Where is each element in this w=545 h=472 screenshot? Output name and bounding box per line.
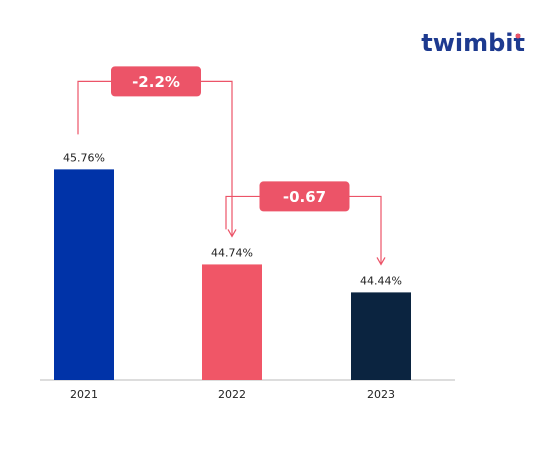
annotation-label: -2.2% xyxy=(132,73,180,91)
annotation-box xyxy=(259,181,350,212)
logo-dot xyxy=(515,33,521,39)
bar xyxy=(202,264,262,380)
x-tick-label: 2021 xyxy=(70,388,98,401)
annotation-box xyxy=(111,66,201,97)
value-label: 44.74% xyxy=(211,246,253,259)
annotation-label: -0.67 xyxy=(283,188,326,206)
bar xyxy=(351,292,411,380)
logo: twimbit xyxy=(421,29,525,57)
value-label: 44.44% xyxy=(360,274,402,287)
arrow-head xyxy=(376,257,386,266)
value-label: 45.76% xyxy=(63,151,105,164)
bar xyxy=(54,169,114,380)
arrow-head xyxy=(227,229,237,238)
x-tick-label: 2023 xyxy=(367,388,395,401)
x-tick-label: 2022 xyxy=(218,388,246,401)
